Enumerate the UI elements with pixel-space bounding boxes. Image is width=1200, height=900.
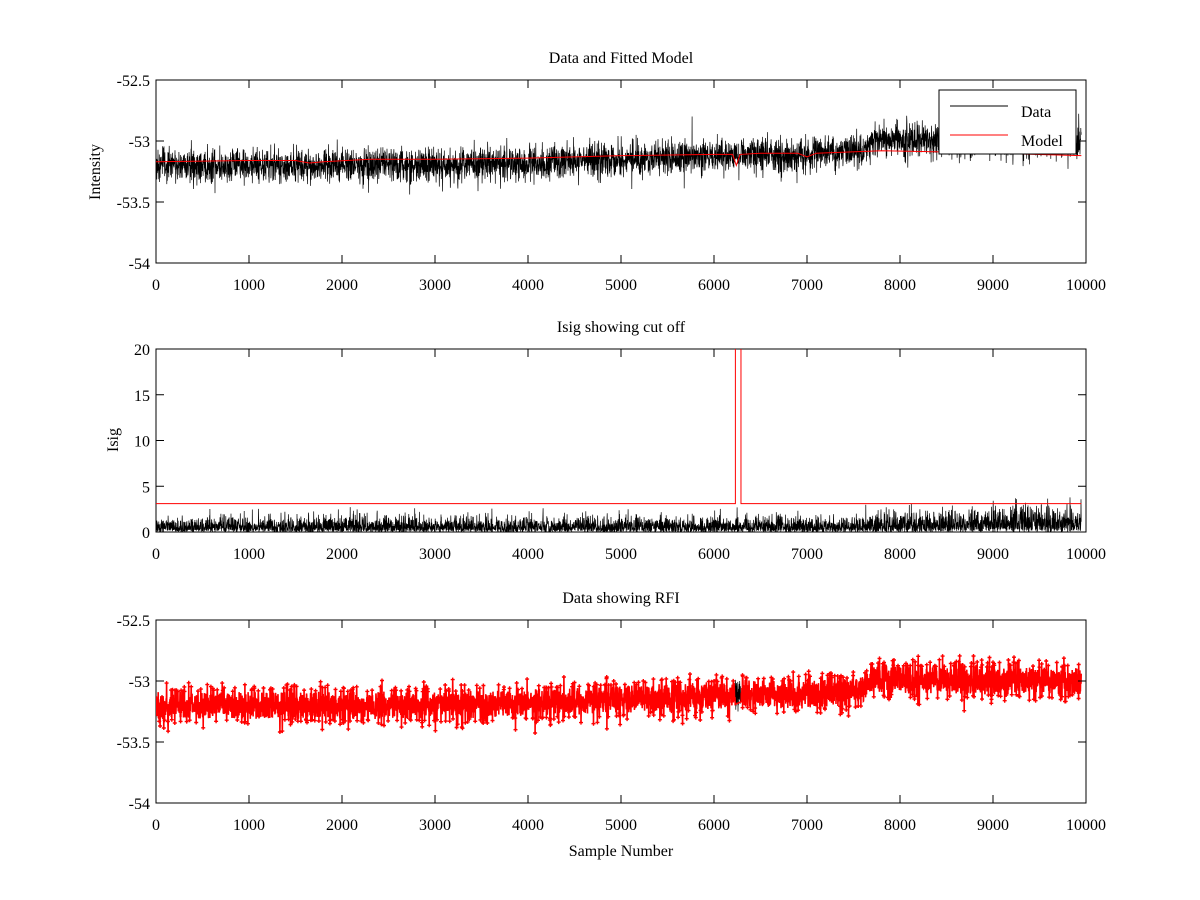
panel-3-plot: 0 1000 2000 3000 4000 5000 6000 7000 8000 9000 100… (117, 613, 1106, 834)
legend-model-label: Model (1021, 133, 1063, 150)
panel-1-title: Data and Fitted Model (549, 50, 694, 67)
x-tick-label: 1000 (233, 546, 265, 563)
panel-3-title: Data showing RFI (562, 590, 679, 607)
x-tick-label: 9000 (977, 277, 1009, 294)
y-tick-label: 15 (134, 388, 150, 405)
x-tick-label: 2000 (326, 546, 358, 563)
legend: Data Model (938, 89, 1077, 155)
axes-box (155, 348, 1087, 533)
y-tick-label: -53.5 (117, 195, 150, 212)
plot-area (156, 113, 1082, 195)
panel-2-plot: 0 1000 2000 3000 4000 5000 6000 7000 8000 9000 100… (134, 342, 1106, 563)
y-tick-label: 5 (142, 479, 150, 496)
x-tick-label: 10000 (1066, 546, 1106, 563)
y-tick-label: -53.5 (117, 735, 150, 752)
data-trace (156, 113, 1082, 195)
x-tick-label: 10000 (1066, 277, 1106, 294)
series-2-markers (157, 653, 1081, 735)
y-tick-label: -52.5 (117, 73, 150, 90)
x-tick-label: 0 (152, 277, 160, 294)
panel-2-title: Isig showing cut off (557, 319, 686, 336)
x-tick-label: 3000 (419, 546, 451, 563)
x-tick-label: 2000 (326, 277, 358, 294)
x-tick-label: 6000 (698, 817, 730, 834)
legend-data-label: Data (1021, 104, 1051, 121)
series-2-trace (156, 655, 1082, 734)
panel-data-and-model: Data and Fitted Model Intensity 0 1000 200… (87, 50, 1106, 294)
y-tick-label: -53 (129, 674, 150, 691)
x-tick-label: 9000 (977, 817, 1009, 834)
panel-3-xlabel: Sample Number (569, 843, 674, 860)
y-tick-label: -53 (129, 134, 150, 151)
panel-isig: Isig showing cut off Isig 0 1000 2000 3000 4… (105, 319, 1106, 563)
panel-data-rfi: Data showing RFI Sample Number 0 1000 2000… (117, 590, 1106, 860)
y-tick-label: 10 (134, 434, 150, 451)
y-tick-label: 0 (142, 525, 150, 542)
x-tick-label: 7000 (791, 546, 823, 563)
panel-1-ylabel: Intensity (87, 144, 104, 200)
x-tick-label: 0 (152, 546, 160, 563)
panel-1-plot: 0 1000 2000 3000 4000 5000 6000 7000 8000 9000 100… (117, 73, 1106, 294)
x-tick-label: 4000 (512, 817, 544, 834)
x-tick-label: 2000 (326, 817, 358, 834)
x-tick-label: 4000 (512, 546, 544, 563)
x-tick-label: 6000 (698, 277, 730, 294)
y-tick-label: -54 (129, 256, 150, 273)
x-tick-label: 8000 (884, 546, 916, 563)
y-tick-label: 20 (134, 342, 150, 359)
x-tick-label: 1000 (233, 277, 265, 294)
x-tick-label: 0 (152, 817, 160, 834)
x-tick-label: 9000 (977, 546, 1009, 563)
series-2-line (156, 349, 1082, 505)
x-tick-label: 3000 (419, 277, 451, 294)
panel-2-ylabel: Isig (105, 428, 122, 452)
plot-area (156, 653, 1082, 735)
x-tick-label: 5000 (605, 277, 637, 294)
y-tick-label: -52.5 (117, 613, 150, 630)
x-tick-label: 7000 (791, 817, 823, 834)
plot-area (156, 349, 1082, 532)
x-tick-label: 4000 (512, 277, 544, 294)
y-tick-label: -54 (129, 796, 150, 813)
x-tick-label: 6000 (698, 546, 730, 563)
legend-box (938, 89, 1077, 155)
x-tick-label: 5000 (605, 546, 637, 563)
x-tick-label: 7000 (791, 277, 823, 294)
x-tick-label: 1000 (233, 817, 265, 834)
model-line (156, 150, 1082, 167)
x-tick-label: 8000 (884, 277, 916, 294)
x-tick-label: 8000 (884, 817, 916, 834)
x-tick-label: 5000 (605, 817, 637, 834)
x-tick-label: 10000 (1066, 817, 1106, 834)
x-tick-label: 3000 (419, 817, 451, 834)
isig-trace (156, 497, 1082, 532)
